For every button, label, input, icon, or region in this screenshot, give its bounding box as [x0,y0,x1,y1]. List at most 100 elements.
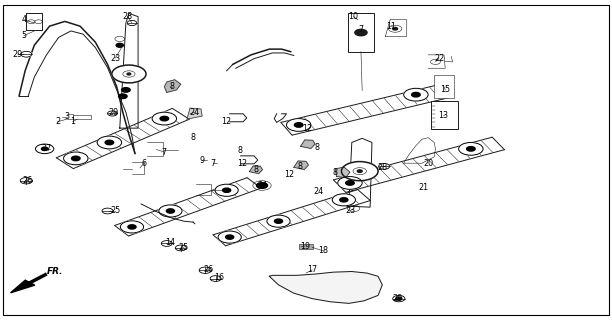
Circle shape [355,29,367,36]
Circle shape [166,209,174,213]
Circle shape [122,88,130,92]
Text: 28: 28 [122,12,133,21]
Circle shape [274,219,283,223]
Text: 8: 8 [190,133,196,142]
Text: 12: 12 [285,170,294,179]
Text: 14: 14 [165,238,176,247]
Circle shape [210,276,221,281]
FancyBboxPatch shape [348,13,374,52]
Text: 27: 27 [42,144,51,153]
Circle shape [35,144,54,154]
Text: 29: 29 [392,294,403,303]
Circle shape [294,123,303,127]
Text: 24: 24 [313,188,323,196]
Circle shape [404,88,428,101]
Text: 26: 26 [203,265,214,275]
Circle shape [108,111,118,116]
Circle shape [21,51,32,57]
Text: 20: 20 [423,159,433,168]
Circle shape [338,177,362,189]
Text: 24: 24 [190,108,200,117]
Circle shape [286,119,311,131]
Circle shape [105,140,114,145]
Circle shape [346,181,354,185]
Text: 2: 2 [55,117,60,126]
Text: 19: 19 [300,242,310,251]
Text: 17: 17 [307,265,317,275]
Circle shape [199,267,211,273]
Text: 28: 28 [377,163,387,172]
Text: 12: 12 [237,159,247,168]
Text: 10: 10 [349,12,359,21]
Polygon shape [187,108,202,119]
Text: 11: 11 [387,22,397,31]
Circle shape [42,147,48,150]
Text: 16: 16 [214,273,224,282]
Circle shape [127,20,137,26]
FancyBboxPatch shape [431,101,458,129]
Text: 7: 7 [359,25,364,34]
Text: 26: 26 [22,176,32,185]
Circle shape [175,245,186,251]
Circle shape [357,170,362,172]
Text: 25: 25 [110,206,121,215]
Text: 5: 5 [21,31,26,40]
FancyBboxPatch shape [434,75,454,98]
Text: 12: 12 [302,124,312,132]
Polygon shape [10,280,35,293]
Text: 22: 22 [434,53,444,62]
Circle shape [97,136,122,149]
Text: 8: 8 [333,168,338,177]
Circle shape [226,235,234,239]
Circle shape [332,194,356,206]
Circle shape [20,178,32,184]
Circle shape [159,205,182,217]
Polygon shape [300,140,315,148]
Text: 29: 29 [108,108,119,117]
Circle shape [341,162,378,181]
Circle shape [152,112,176,125]
Circle shape [112,65,146,83]
Text: 8: 8 [297,162,302,171]
FancyBboxPatch shape [299,244,313,249]
Polygon shape [249,166,263,174]
Text: 15: 15 [440,85,450,94]
Polygon shape [335,167,350,178]
Circle shape [215,184,238,196]
Text: 18: 18 [318,246,328,255]
Circle shape [72,156,80,161]
Text: 24: 24 [257,181,267,190]
Text: 3: 3 [64,113,69,122]
Text: 21: 21 [418,183,428,192]
Text: 8: 8 [253,165,258,174]
Text: 8: 8 [169,82,174,91]
Polygon shape [294,161,308,170]
Text: FR.: FR. [47,267,64,276]
Text: 4: 4 [21,15,26,24]
Circle shape [256,183,267,188]
Text: 23: 23 [110,53,121,62]
Circle shape [162,241,172,246]
Text: 13: 13 [438,111,449,120]
Circle shape [119,94,127,99]
Circle shape [267,215,290,227]
Circle shape [396,297,402,300]
Text: 1: 1 [70,117,75,126]
Circle shape [160,116,169,121]
Circle shape [223,188,231,192]
Text: 12: 12 [222,117,232,126]
Text: 7: 7 [162,148,167,156]
Circle shape [379,164,390,169]
Circle shape [393,28,398,30]
Circle shape [393,295,405,302]
Circle shape [412,92,420,97]
Text: 29: 29 [13,50,23,59]
Circle shape [340,198,348,202]
Circle shape [64,152,88,165]
Text: 7: 7 [211,159,216,168]
Circle shape [458,142,483,155]
Circle shape [466,147,475,151]
Polygon shape [165,80,181,92]
Circle shape [102,208,113,214]
Text: 6: 6 [142,159,147,168]
